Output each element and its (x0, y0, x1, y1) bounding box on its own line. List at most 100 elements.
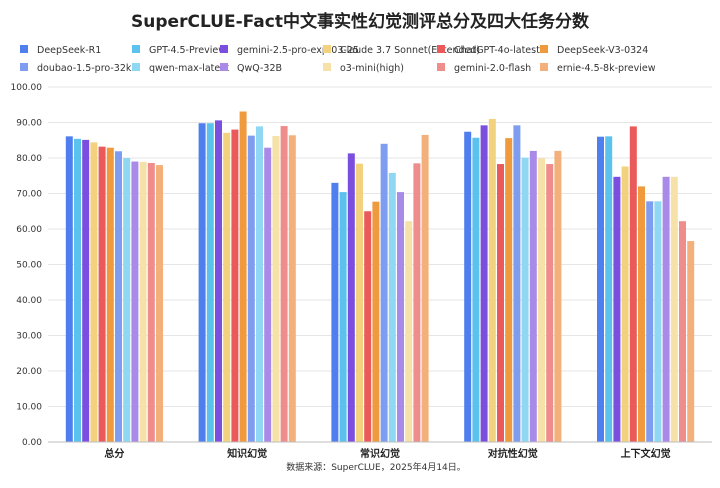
bar (413, 163, 421, 442)
x-tick-label: 对抗性幻觉 (488, 447, 538, 460)
bar (513, 125, 521, 442)
y-tick-label: 10.00 (16, 403, 42, 413)
y-tick-label: 40.00 (16, 296, 42, 306)
bar (679, 221, 686, 442)
legend-swatch (220, 63, 228, 71)
y-tick-label: 100.00 (11, 83, 43, 93)
bar (280, 126, 288, 443)
bar (497, 164, 504, 442)
bar (156, 165, 163, 442)
bar (521, 157, 529, 442)
x-tick-label: 总分 (104, 447, 124, 460)
x-axis: 总分 知识幻觉 常识幻觉 对抗性幻觉 上下文幻觉 (104, 447, 670, 460)
y-tick-label: 50.00 (16, 261, 42, 271)
bar (388, 172, 396, 442)
legend-swatch (540, 45, 548, 53)
bar (198, 123, 206, 443)
bar (356, 163, 363, 442)
legend-swatch (437, 45, 445, 53)
bar (364, 211, 372, 442)
bar (215, 120, 222, 443)
y-tick-label: 20.00 (16, 367, 42, 377)
legend-label: ernie-4.5-8k-preview (557, 63, 656, 74)
x-tick-label: 常识幻觉 (360, 447, 400, 460)
bar (605, 136, 613, 442)
bar (597, 136, 604, 442)
bar (339, 192, 347, 442)
bar (131, 161, 139, 443)
bar (372, 201, 380, 442)
legend-label: QwQ-32B (237, 63, 282, 74)
bar (546, 164, 554, 442)
legend-label: GPT-4.5-Preview (149, 45, 226, 56)
legend-swatch (132, 45, 140, 53)
bar (256, 126, 263, 442)
y-axis: 0.00 10.00 20.00 30.00 40.00 50.00 60.00 70.00 8… (11, 83, 43, 448)
legend-swatch (437, 63, 445, 71)
chart-title: SuperCLUE-Fact中文事实性幻觉测评总分及四大任务分数 (131, 11, 590, 32)
bar (147, 162, 155, 442)
bar (646, 201, 654, 442)
bar (405, 221, 413, 442)
bar (529, 150, 537, 442)
y-tick-label: 80.00 (16, 154, 42, 164)
bar (288, 135, 296, 442)
bar (347, 153, 355, 442)
y-tick-label: 90.00 (16, 119, 42, 129)
bar (554, 150, 562, 442)
y-tick-label: 70.00 (16, 190, 42, 200)
legend-label: o3-mini(high) (340, 63, 404, 74)
bar (638, 186, 645, 442)
legend-swatch (323, 63, 331, 71)
legend-swatch (132, 63, 140, 71)
bar (488, 118, 496, 442)
x-tick-label: 上下文幻觉 (621, 447, 671, 460)
bar (90, 142, 98, 442)
legend-swatch (20, 45, 28, 53)
bar (380, 143, 388, 443)
legend-label: gemini-2.0-flash (454, 63, 531, 74)
legend-label: ChatGPT-4o-latest (454, 45, 540, 56)
legend-swatch (323, 45, 331, 53)
legend: DeepSeek-R1 GPT-4.5-Preview gemini-2.5-pro… (20, 45, 656, 74)
bar (82, 139, 90, 442)
legend-swatch (20, 63, 28, 71)
bar (272, 135, 280, 443)
legend-swatch (540, 63, 548, 71)
legend-label: qwen-max-latest (149, 63, 229, 74)
bars (65, 111, 695, 443)
gridlines (48, 86, 712, 407)
bar (331, 182, 339, 442)
legend-label: Claude 3.7 Sonnet(Extended) (340, 45, 480, 56)
bar (621, 166, 629, 442)
bar (538, 158, 545, 443)
bar (505, 138, 513, 442)
bar (480, 125, 488, 442)
y-tick-label: 0.00 (22, 438, 42, 448)
legend-label: doubao-1.5-pro-32k (37, 63, 132, 74)
bar (74, 138, 81, 442)
bar (397, 192, 404, 442)
bar (629, 126, 637, 442)
bar (472, 137, 480, 442)
y-tick-label: 30.00 (16, 332, 42, 342)
bar (206, 123, 214, 443)
bar (687, 241, 695, 442)
legend-swatch (220, 45, 228, 53)
y-tick-label: 60.00 (16, 225, 42, 235)
bar (464, 131, 472, 443)
legend-label: DeepSeek-V3-0324 (557, 45, 648, 56)
bar (115, 151, 122, 442)
bar (98, 146, 106, 442)
x-tick-label: 知识幻觉 (226, 447, 267, 460)
bar (662, 176, 670, 442)
bar (123, 158, 131, 442)
bar (264, 147, 272, 442)
bar (654, 201, 662, 442)
bar (247, 135, 255, 442)
bar (139, 161, 147, 442)
bar (223, 132, 231, 443)
legend-label: DeepSeek-R1 (37, 45, 101, 56)
source-note: 数据来源：SuperCLUE，2025年4月14日。 (286, 461, 466, 473)
